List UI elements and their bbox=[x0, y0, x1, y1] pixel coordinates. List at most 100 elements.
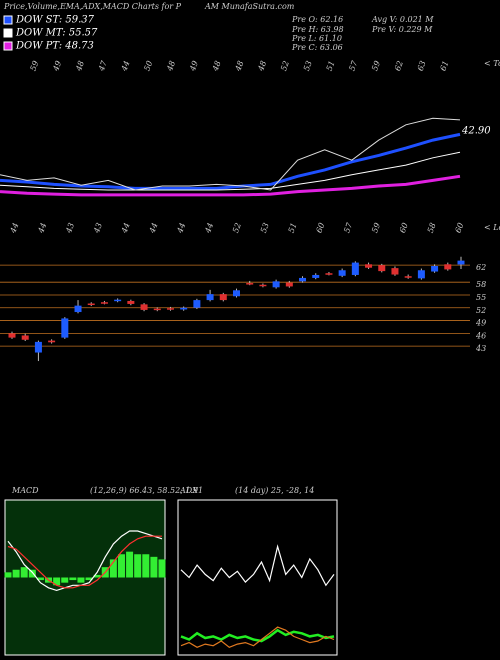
y-tick-label: 49 bbox=[475, 319, 486, 328]
series-line bbox=[180, 544, 335, 587]
series-line bbox=[7, 535, 162, 589]
candle-body bbox=[8, 333, 16, 338]
candle-body bbox=[444, 264, 452, 270]
chart-title-right: AM MunafaSutra.com bbox=[204, 2, 295, 11]
low-label: 44 bbox=[119, 222, 131, 236]
legend-label: DOW PT: 48.73 bbox=[15, 41, 94, 52]
candle-body bbox=[166, 308, 174, 310]
low-label: 60 bbox=[314, 222, 326, 235]
candle-body bbox=[272, 281, 280, 288]
histogram-bar bbox=[150, 556, 158, 578]
top-label: 48 bbox=[210, 60, 222, 74]
candle-body bbox=[193, 300, 201, 308]
info: Pre L: 61.10 bbox=[291, 34, 342, 43]
histogram-bar bbox=[158, 559, 166, 578]
series-line bbox=[0, 174, 461, 197]
legend-swatch bbox=[3, 15, 13, 25]
top-label: 59 bbox=[29, 60, 41, 73]
histogram-bar bbox=[117, 554, 125, 578]
top-label: 44 bbox=[119, 60, 131, 74]
legend-swatch bbox=[3, 41, 13, 51]
lows-tag: < Lows bbox=[484, 223, 500, 232]
candle-body bbox=[325, 273, 333, 275]
histogram-bar bbox=[69, 577, 77, 581]
histogram-bar bbox=[36, 577, 44, 581]
top-label: 49 bbox=[188, 60, 200, 74]
top-label: 51 bbox=[325, 60, 337, 73]
info: Pre O: 62.16 bbox=[291, 15, 343, 24]
top-label: 50 bbox=[142, 60, 154, 73]
histogram-bar bbox=[85, 577, 93, 581]
candle-body bbox=[180, 307, 188, 310]
info: Pre C: 63.06 bbox=[291, 43, 343, 52]
candle-body bbox=[233, 290, 240, 297]
candle-body bbox=[431, 266, 439, 272]
histogram-bar bbox=[142, 554, 150, 578]
histogram-bar bbox=[28, 569, 36, 578]
histogram-bar bbox=[109, 559, 117, 578]
top-label: 47 bbox=[97, 59, 110, 73]
histogram-bar bbox=[20, 567, 28, 578]
adx-subtitle: (14 day) 25, -28, 14 bbox=[235, 486, 314, 495]
candle-body bbox=[127, 300, 135, 304]
low-label: 59 bbox=[370, 222, 382, 235]
series-line bbox=[180, 628, 335, 643]
low-label: 43 bbox=[64, 222, 76, 236]
series-line bbox=[0, 132, 461, 190]
histogram-bar bbox=[61, 577, 69, 583]
candle-body bbox=[246, 283, 254, 285]
top-label: 61 bbox=[439, 60, 451, 73]
top-label: 62 bbox=[393, 60, 405, 73]
low-label: 43 bbox=[92, 222, 104, 236]
candle-body bbox=[140, 304, 148, 310]
legend-label: DOW ST: 59.37 bbox=[15, 15, 95, 26]
candle-body bbox=[404, 276, 412, 278]
low-label: 44 bbox=[36, 222, 48, 236]
candle-body bbox=[219, 294, 227, 301]
candle-body bbox=[74, 305, 82, 313]
candle-body bbox=[259, 284, 267, 287]
macd-title: MACD bbox=[11, 486, 39, 495]
top-label: 63 bbox=[416, 60, 428, 73]
histogram-bar bbox=[53, 577, 61, 586]
series-line bbox=[180, 626, 335, 648]
candle-body bbox=[114, 299, 122, 302]
top-label: 53 bbox=[302, 60, 314, 73]
legend-label: DOW MT: 55.57 bbox=[15, 28, 98, 39]
adx-panel bbox=[177, 499, 338, 656]
last-label: 42.90 bbox=[461, 126, 491, 137]
info: Pre H: 63.98 bbox=[291, 25, 344, 34]
y-tick-label: 58 bbox=[476, 280, 486, 289]
low-label: 58 bbox=[426, 222, 438, 235]
low-label: 44 bbox=[203, 222, 215, 236]
series-line bbox=[0, 151, 461, 191]
low-label: 60 bbox=[398, 222, 410, 235]
histogram-bar bbox=[93, 574, 101, 578]
low-label: 60 bbox=[454, 222, 466, 235]
candle-body bbox=[285, 282, 293, 287]
candle-body bbox=[153, 308, 161, 311]
top-label: 57 bbox=[347, 59, 359, 72]
candle-body bbox=[457, 260, 465, 265]
top-label: 48 bbox=[165, 60, 177, 74]
y-tick-label: 52 bbox=[476, 306, 486, 315]
candle-body bbox=[61, 318, 69, 338]
top-label: 49 bbox=[51, 60, 63, 74]
low-label: 52 bbox=[231, 222, 243, 235]
histogram-bar bbox=[4, 572, 12, 578]
legend-swatch bbox=[3, 28, 13, 38]
histogram-bar bbox=[12, 569, 20, 578]
histogram-bar bbox=[77, 577, 85, 583]
histogram-bar bbox=[134, 554, 142, 578]
candle-body bbox=[21, 335, 29, 340]
y-tick-label: 43 bbox=[475, 344, 486, 353]
info: Avg V: 0.021 M bbox=[371, 15, 434, 24]
candle-body bbox=[378, 265, 386, 272]
candle-body bbox=[417, 270, 425, 279]
top-label: 59 bbox=[370, 60, 382, 73]
chart-title: Price,Volume,EMA,ADX,MACD Charts for P bbox=[3, 2, 182, 11]
series-line bbox=[7, 530, 163, 592]
candle-body bbox=[365, 264, 373, 268]
y-tick-label: 62 bbox=[476, 263, 486, 272]
